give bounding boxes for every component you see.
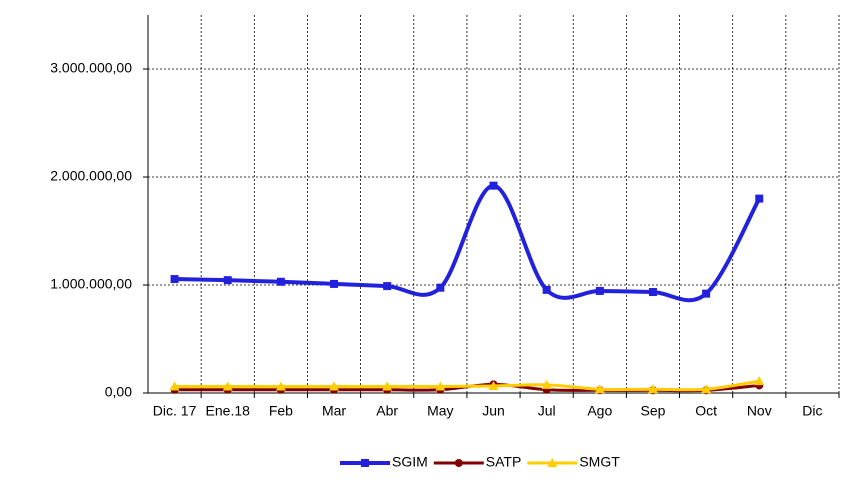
legend-label: SMGT xyxy=(579,454,620,470)
marker xyxy=(436,283,445,292)
x-tick-label: Sep xyxy=(641,403,666,419)
marker xyxy=(595,286,604,295)
marker xyxy=(648,288,657,297)
marker xyxy=(382,381,393,391)
y-tick-label: 0,00 xyxy=(105,384,132,400)
x-tick-label: Abr xyxy=(376,403,398,419)
marker xyxy=(489,181,498,190)
x-tick-label: Jun xyxy=(482,403,505,419)
x-tick-label: Nov xyxy=(747,403,772,419)
marker xyxy=(701,384,712,394)
marker xyxy=(330,279,339,288)
marker xyxy=(169,381,180,391)
x-tick-label: Feb xyxy=(269,403,293,419)
marker xyxy=(435,381,446,391)
marker xyxy=(541,379,552,389)
marker xyxy=(361,459,369,467)
x-tick-label: Mar xyxy=(322,403,346,419)
x-tick-label: Dic. 17 xyxy=(153,403,197,419)
marker xyxy=(223,276,232,285)
legend-label: SATP xyxy=(486,454,522,470)
marker xyxy=(276,277,285,286)
marker xyxy=(542,285,551,294)
marker xyxy=(754,376,765,386)
x-tick-label: Oct xyxy=(695,403,717,419)
legend-label: SGIM xyxy=(392,454,428,470)
marker xyxy=(755,194,764,203)
y-tick-label: 2.000.000,00 xyxy=(50,168,132,184)
marker xyxy=(594,384,605,394)
marker xyxy=(275,381,286,391)
marker xyxy=(222,381,233,391)
x-tick-label: Ago xyxy=(587,403,612,419)
marker xyxy=(488,380,499,390)
x-tick-label: May xyxy=(427,403,453,419)
y-tick-label: 3.000.000,00 xyxy=(50,60,132,76)
x-tick-label: Ene.18 xyxy=(206,403,251,419)
marker xyxy=(702,289,711,298)
y-tick-label: 1.000.000,00 xyxy=(50,276,132,292)
marker xyxy=(547,458,558,467)
marker xyxy=(454,459,463,467)
marker xyxy=(329,381,340,391)
marker xyxy=(647,384,658,394)
x-tick-label: Dic xyxy=(802,403,822,419)
series-line xyxy=(174,379,760,392)
x-tick-label: Jul xyxy=(538,403,556,419)
marker xyxy=(170,275,179,284)
marker xyxy=(383,282,392,291)
